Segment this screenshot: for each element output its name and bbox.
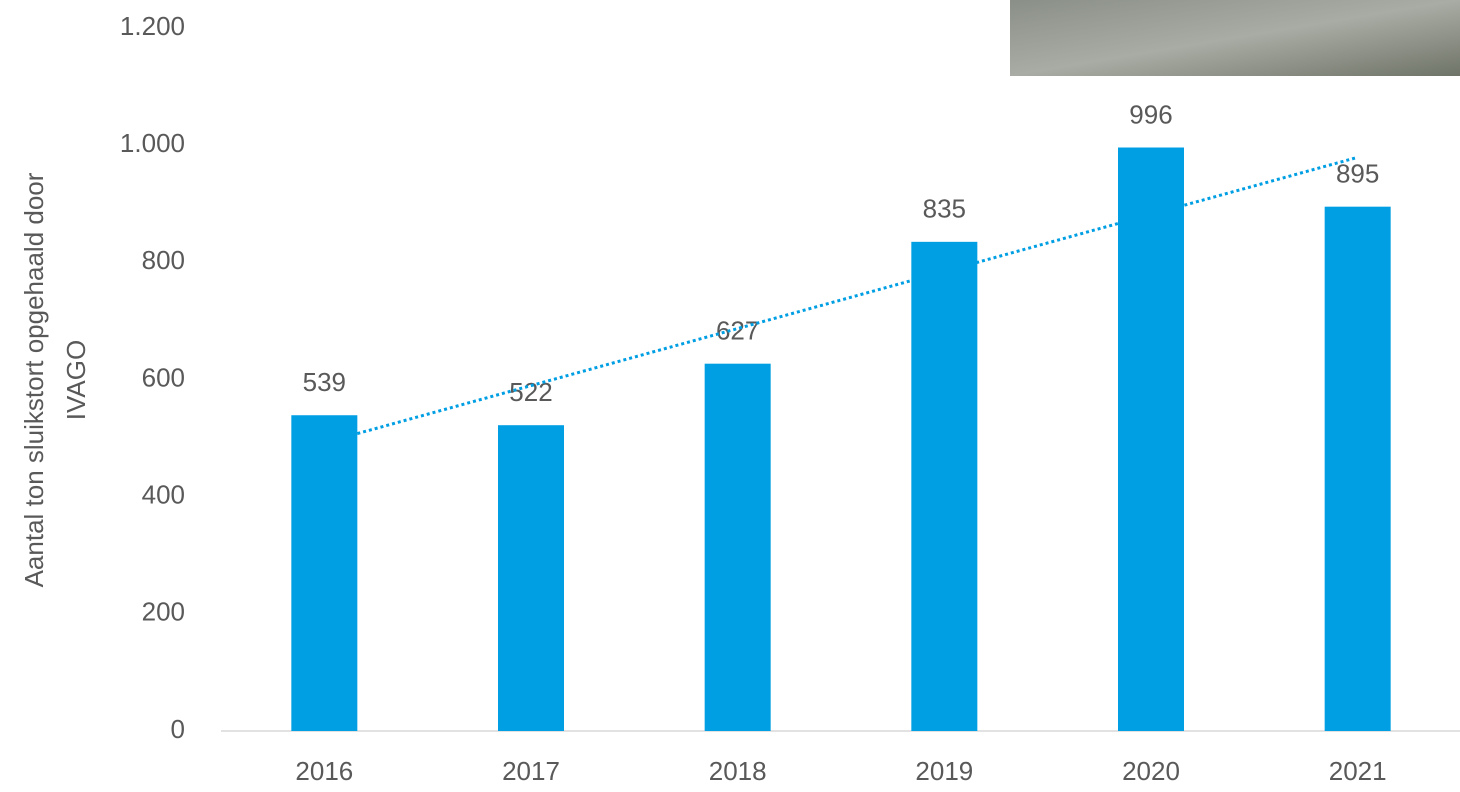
x-tick-label: 2020 [1122, 756, 1180, 786]
x-tick-label: 2021 [1329, 756, 1387, 786]
bar [1324, 206, 1391, 731]
data-label: 539 [303, 367, 346, 397]
y-axis-label: IVAGO [61, 340, 91, 420]
photo [1010, 0, 1460, 76]
x-tick-label: 2016 [295, 756, 353, 786]
y-tick-label: 600 [142, 362, 185, 392]
bar [704, 363, 771, 731]
y-tick-label: 1.000 [120, 128, 185, 158]
x-tick-label: 2018 [709, 756, 767, 786]
bar [498, 425, 564, 731]
data-label: 522 [509, 377, 552, 407]
y-tick-label: 1.200 [120, 11, 185, 41]
x-tick-label: 2019 [915, 756, 973, 786]
bar [1118, 147, 1184, 731]
bar [291, 415, 358, 731]
y-tick-label: 200 [142, 597, 185, 627]
y-tick-label: 400 [142, 480, 185, 510]
data-label: 996 [1129, 99, 1172, 129]
trendline [356, 155, 1359, 436]
x-tick-label: 2017 [502, 756, 560, 786]
data-label: 627 [716, 316, 759, 346]
y-axis-label: Aantal ton sluikstort opgehaald door [19, 172, 49, 587]
data-label: 835 [923, 194, 966, 224]
bar [911, 241, 978, 731]
y-tick-label: 0 [171, 714, 185, 744]
y-tick-label: 800 [142, 245, 185, 275]
data-label: 895 [1336, 159, 1379, 189]
